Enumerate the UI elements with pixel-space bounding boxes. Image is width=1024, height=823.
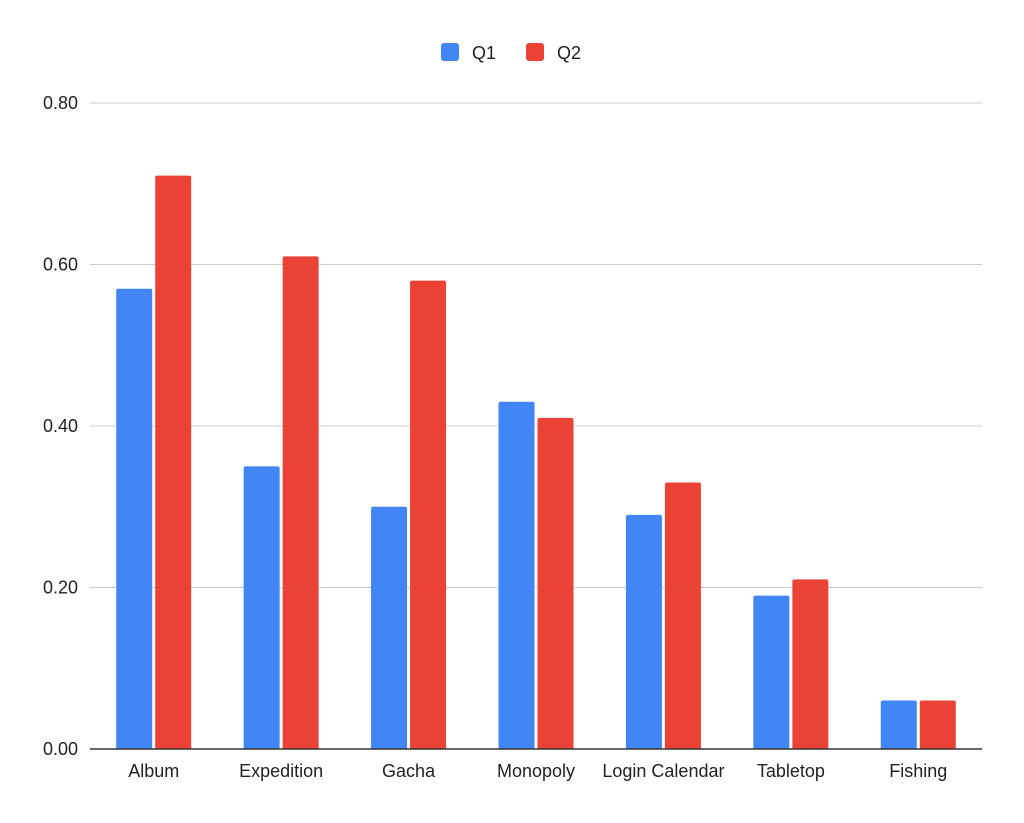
legend-swatch-q2 [526, 43, 544, 61]
bar-q2-login-calendar [664, 482, 701, 749]
x-tick-label: Tabletop [757, 761, 825, 781]
bar-q2-album [155, 175, 192, 750]
bar-q1-tabletop [753, 595, 790, 749]
x-tick-label: Gacha [382, 761, 436, 781]
bar-q2-tabletop [792, 579, 829, 749]
legend-label-q2: Q2 [557, 43, 581, 63]
gridlines [90, 102, 982, 588]
x-tick-label: Monopoly [497, 761, 575, 781]
x-tick-label: Expedition [239, 761, 323, 781]
bar-q1-fishing [880, 700, 917, 749]
y-tick-label: 0.00 [43, 739, 78, 759]
bar-q1-expedition [243, 466, 280, 749]
bar-q1-monopoly [498, 401, 535, 749]
y-axis: 0.00 0.20 0.40 0.60 0.80 [43, 93, 78, 759]
x-tick-label: Login Calendar [602, 761, 724, 781]
y-tick-label: 0.20 [43, 578, 78, 598]
bar-q2-gacha [410, 280, 447, 749]
x-tick-label: Album [128, 761, 179, 781]
y-tick-label: 0.40 [43, 416, 78, 436]
bar-q1-album [116, 288, 153, 749]
bar-q2-fishing [919, 700, 956, 749]
bar-q1-login-calendar [625, 514, 662, 749]
x-axis: Album Expedition Gacha Monopoly Login Calend… [90, 748, 982, 781]
bars [116, 175, 956, 750]
bar-q2-monopoly [537, 417, 574, 749]
bar-q2-expedition [282, 256, 319, 749]
legend: Q1 Q2 [441, 43, 581, 63]
legend-label-q1: Q1 [472, 43, 496, 63]
x-tick-label: Fishing [889, 761, 947, 781]
y-tick-label: 0.80 [43, 93, 78, 113]
legend-swatch-q1 [441, 43, 459, 61]
y-tick-label: 0.60 [43, 255, 78, 275]
bar-q1-gacha [371, 506, 408, 749]
